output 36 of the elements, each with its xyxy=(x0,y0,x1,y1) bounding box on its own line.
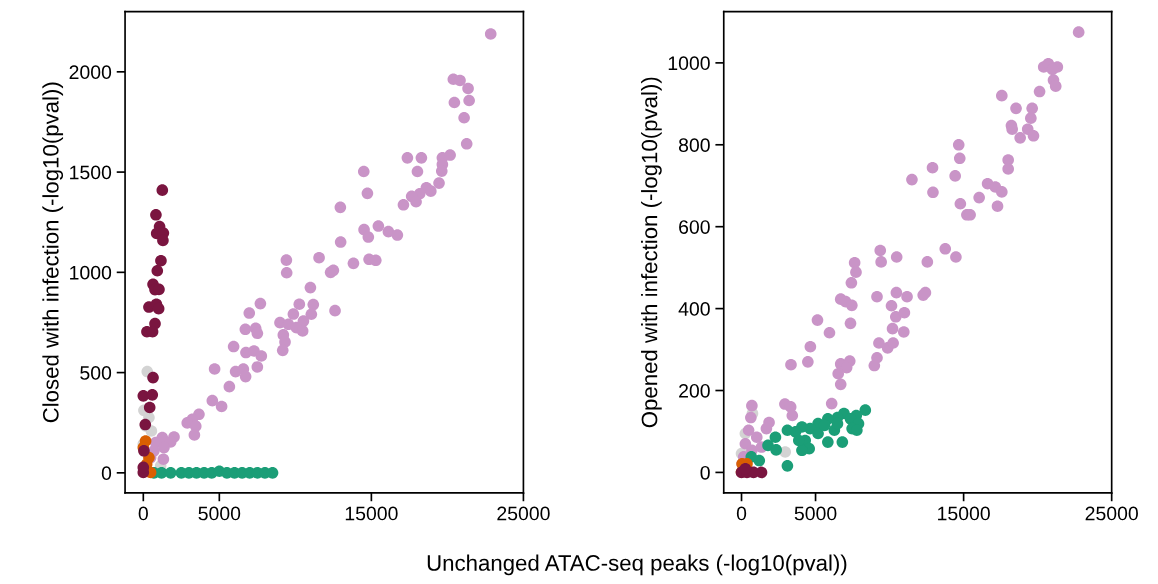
point xyxy=(859,404,872,416)
point xyxy=(155,254,167,267)
y-tick-label: 400 xyxy=(678,302,710,316)
y-tick-label: 800 xyxy=(678,138,710,153)
point xyxy=(156,184,169,196)
point xyxy=(770,444,782,456)
point xyxy=(769,431,782,444)
point xyxy=(151,264,164,277)
point xyxy=(143,401,156,414)
x-tick-label: 25000 xyxy=(1085,506,1138,521)
point xyxy=(822,436,834,448)
x-tick-label: 25000 xyxy=(497,506,550,521)
y-tick-label: 1000 xyxy=(70,265,112,280)
y-tick-label: 0 xyxy=(700,465,710,480)
y-tick-label: 1000 xyxy=(668,56,710,71)
y-tick-label: 500 xyxy=(80,366,112,380)
x-tick-label: 5000 xyxy=(794,506,837,521)
x-tick-label: 15000 xyxy=(345,506,398,521)
point xyxy=(836,436,849,448)
x-tick-label: 0 xyxy=(138,506,148,521)
y-axis-title: Closed with infection (-log10(pval)) xyxy=(42,82,64,423)
y-tick-label: 600 xyxy=(679,220,710,234)
x-tick-label: 5000 xyxy=(198,506,241,521)
point xyxy=(150,208,162,221)
y-axis-title: Opened with infection (-log10(pval)) xyxy=(641,77,662,428)
y-tick-label: 200 xyxy=(679,383,710,398)
y-tick-label: 0 xyxy=(101,466,112,481)
y-tick-label: 1500 xyxy=(70,165,112,180)
point xyxy=(147,371,159,384)
x-tick-label: 15000 xyxy=(938,506,990,521)
y-tick-label: 2000 xyxy=(69,65,112,80)
x-tick-label: 0 xyxy=(736,506,747,521)
point xyxy=(146,389,159,401)
x-axis-title: Unchanged ATAC-seq peaks (-log10(pval)) xyxy=(427,554,847,576)
point xyxy=(796,444,808,457)
point xyxy=(781,460,794,472)
